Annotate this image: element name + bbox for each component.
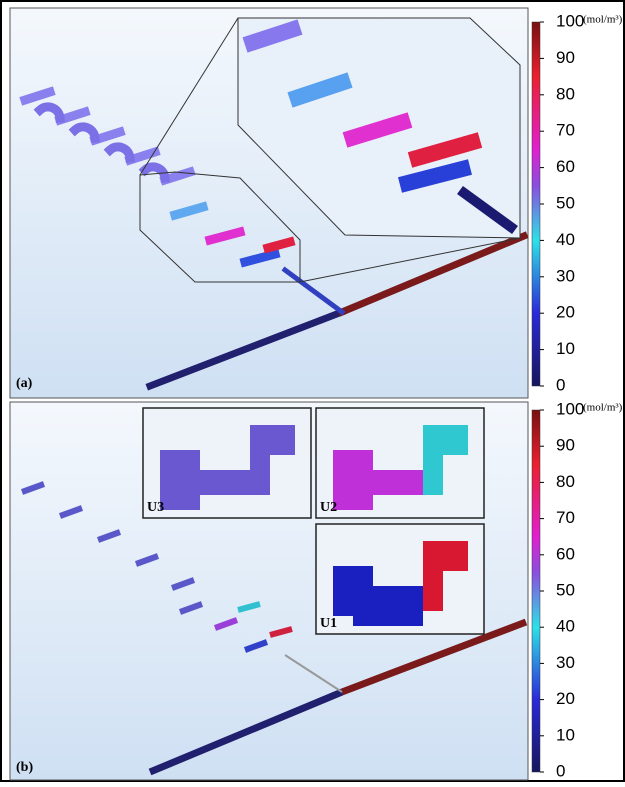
inset-label: U1 xyxy=(320,616,337,631)
colorbar-tick-label: 90 xyxy=(556,436,575,455)
colorbar-tick-label: 40 xyxy=(556,230,575,249)
panel-label: (b) xyxy=(16,760,33,775)
colorbar-tick-label: 50 xyxy=(556,193,575,212)
colorbar xyxy=(532,22,540,386)
inset-u2 xyxy=(316,408,484,518)
inset-label: U3 xyxy=(147,500,164,515)
colorbar-tick-label: 30 xyxy=(556,266,575,285)
colorbar-unit: (mol/m³) xyxy=(583,14,623,26)
colorbar-tick-label: 80 xyxy=(556,472,575,491)
inset-label: U2 xyxy=(320,500,337,515)
colorbar-tick-label: 30 xyxy=(556,653,575,672)
colorbar-tick-label: 100 xyxy=(556,399,584,418)
colorbar-tick-label: 20 xyxy=(556,303,575,322)
colorbar-tick-label: 0 xyxy=(556,375,565,394)
colorbar-tick-label: 70 xyxy=(556,121,575,140)
colorbar-unit: (mol/m³) xyxy=(583,402,623,414)
colorbar-tick-label: 40 xyxy=(556,617,575,636)
colorbar-tick-label: 50 xyxy=(556,580,575,599)
colorbar xyxy=(532,410,540,772)
colorbar-tick-label: 90 xyxy=(556,48,575,67)
colorbar-tick-label: 10 xyxy=(556,725,575,744)
colorbar-tick-label: 60 xyxy=(556,544,575,563)
inset-u1 xyxy=(316,524,484,634)
colorbar-tick-label: 10 xyxy=(556,339,575,358)
inset-u3 xyxy=(143,408,311,518)
page: U3 U2 U1 (a) (b) 0102030405060708090100(… xyxy=(0,0,625,782)
colorbar-tick-label: 70 xyxy=(556,508,575,527)
figure: U3 U2 U1 (a) (b) 0102030405060708090100(… xyxy=(0,0,625,782)
colorbar-tick-label: 0 xyxy=(556,761,565,780)
colorbar-tick-label: 20 xyxy=(556,689,575,708)
panel-label: (a) xyxy=(16,376,33,391)
colorbar-tick-label: 80 xyxy=(556,84,575,103)
colorbar-tick-label: 100 xyxy=(556,11,584,30)
colorbar-tick-label: 60 xyxy=(556,157,575,176)
